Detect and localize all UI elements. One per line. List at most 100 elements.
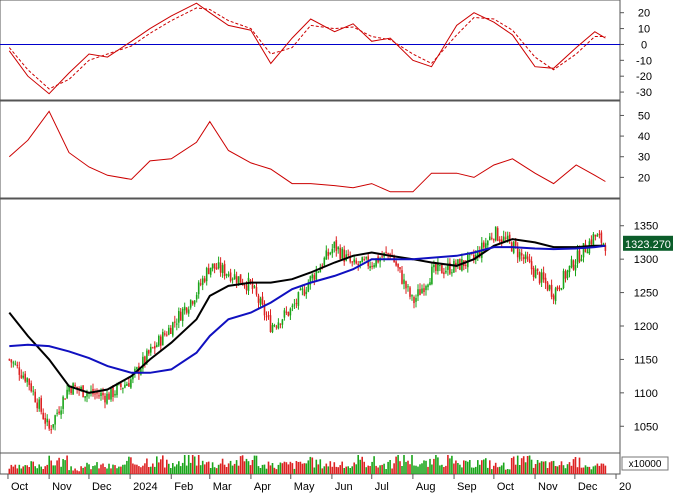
volume-bar: [427, 466, 429, 474]
candle-body: [193, 300, 196, 305]
candle-body: [104, 395, 106, 403]
volume-bar: [361, 456, 363, 474]
volume-bar: [46, 464, 48, 474]
candle-body: [303, 289, 306, 296]
candle-body: [40, 398, 42, 412]
candle-body: [319, 267, 322, 273]
volume-bar: [22, 466, 24, 474]
candle-body: [283, 310, 286, 318]
volume-bar: [104, 467, 106, 474]
volume-bar: [447, 455, 449, 474]
volume-bar: [14, 464, 17, 474]
volume-bar: [401, 466, 403, 474]
volume-bar: [588, 466, 591, 474]
volume-bar: [277, 464, 280, 474]
candle-body: [558, 287, 561, 289]
volume-bar: [100, 464, 102, 474]
volume-bar: [94, 465, 96, 474]
volume-bar: [556, 466, 559, 474]
candle-body: [136, 367, 138, 370]
volume-bar: [309, 456, 312, 474]
candle-body: [233, 274, 236, 280]
candle-body: [387, 253, 389, 255]
volume-bar: [60, 466, 62, 474]
volume-bar: [365, 467, 367, 474]
volume-bar: [178, 461, 180, 474]
volume-bar: [253, 455, 256, 474]
volume-bar: [122, 464, 124, 474]
candle-body: [465, 264, 467, 266]
volume-bar: [457, 463, 459, 474]
volume-bar: [166, 459, 168, 474]
volume-bar: [477, 460, 479, 474]
volume-bar: [431, 464, 433, 474]
candle-body: [317, 271, 320, 273]
volume-bar: [546, 468, 549, 474]
indicator-ytick-label: 40: [638, 131, 650, 143]
volume-bar: [522, 456, 525, 474]
candle-body: [231, 278, 234, 280]
candle-body: [185, 307, 188, 313]
candle-body: [8, 359, 11, 361]
candle-body: [84, 396, 86, 398]
volume-bar: [337, 467, 339, 474]
volume-bar: [267, 461, 270, 474]
volume-bar: [311, 457, 314, 474]
candle-body: [337, 247, 339, 250]
candle-body: [522, 257, 525, 260]
volume-bar: [526, 456, 529, 474]
candle-body: [461, 259, 463, 271]
volume-bar: [570, 465, 573, 474]
volume-bar: [405, 461, 407, 474]
price-ytick-label: 1050: [634, 421, 658, 433]
volume-bar: [255, 455, 258, 474]
x-tick-label: 2024: [133, 481, 157, 493]
indicator-ytick-label: 30: [638, 152, 650, 164]
oscillator-ytick-label: 10: [638, 24, 650, 36]
volume-bar: [108, 463, 110, 474]
candle-body: [421, 288, 423, 294]
volume-bar: [445, 465, 447, 474]
volume-bar: [373, 456, 375, 474]
candle-body: [142, 356, 144, 369]
oscillator-ytick-label: -20: [636, 71, 652, 83]
candle-body: [560, 288, 563, 291]
candle-body: [299, 288, 302, 291]
candle-body: [195, 294, 198, 300]
candle-body: [80, 387, 82, 390]
oscillator-series-line: [8, 7, 606, 90]
volume-bar: [70, 466, 72, 474]
volume-bar: [251, 460, 254, 474]
volume-bar: [86, 462, 88, 474]
candle-body: [504, 237, 507, 239]
candle-body: [12, 362, 15, 364]
volume-bar: [102, 463, 104, 474]
volume-bar: [191, 455, 194, 474]
volume-bar: [247, 461, 250, 474]
candle-body: [357, 263, 359, 266]
volume-bar: [582, 467, 585, 474]
candle-body: [592, 234, 595, 246]
volume-bar: [552, 460, 555, 474]
volume-bar: [181, 462, 184, 474]
price-ytick-label: 1200: [634, 321, 658, 333]
volume-bar: [24, 465, 26, 474]
volume-bar: [542, 461, 545, 474]
candle-body: [566, 270, 569, 278]
candle-body: [16, 364, 19, 366]
volume-bar: [540, 461, 543, 474]
volume-bar: [307, 460, 310, 474]
volume-bar: [241, 455, 244, 474]
candle-body: [110, 387, 112, 400]
moving-average-line: [9, 244, 606, 374]
candle-body: [245, 285, 248, 291]
x-tick-label: 20: [619, 481, 631, 493]
volume-bar: [341, 461, 343, 474]
volume-bar: [203, 464, 206, 474]
volume-bar: [323, 466, 326, 474]
candle-body: [564, 271, 567, 279]
volume-bar: [357, 455, 359, 474]
volume-bar: [26, 465, 28, 474]
volume-bar: [441, 464, 443, 474]
candle-body: [30, 383, 32, 392]
